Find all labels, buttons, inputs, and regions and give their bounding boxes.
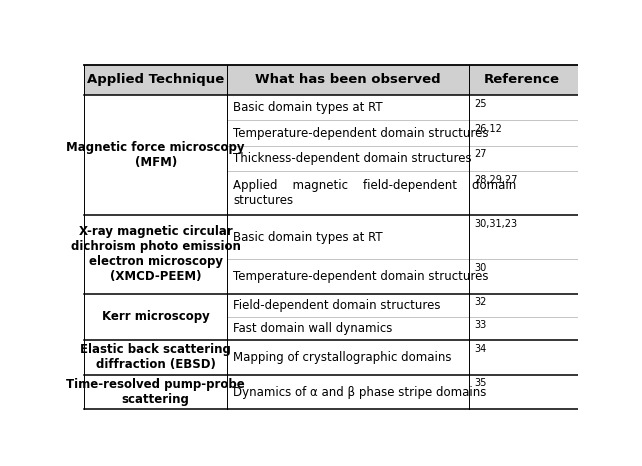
Text: 25: 25	[474, 98, 487, 109]
Text: Basic domain types at RT: Basic domain types at RT	[234, 231, 383, 244]
Text: 34: 34	[474, 343, 487, 354]
Text: Reference: Reference	[483, 74, 560, 86]
Text: Applied Technique: Applied Technique	[87, 74, 224, 86]
Text: Applied    magnetic    field-dependent    domain
structures: Applied magnetic field-dependent domain …	[234, 179, 517, 207]
Text: 32: 32	[474, 297, 487, 308]
Text: 30,31,23: 30,31,23	[474, 219, 517, 229]
Bar	[84, 340, 578, 375]
Text: Temperature-dependent domain structures: Temperature-dependent domain structures	[234, 127, 489, 140]
Text: 33: 33	[474, 321, 487, 330]
Text: 30: 30	[474, 263, 487, 273]
Bar	[84, 375, 578, 409]
Bar	[84, 65, 578, 95]
Bar	[84, 294, 578, 340]
Text: X-ray magnetic circular
dichroism photo emission
electron microscopy
(XMCD-PEEM): X-ray magnetic circular dichroism photo …	[71, 226, 241, 283]
Text: Mapping of crystallographic domains: Mapping of crystallographic domains	[234, 351, 452, 364]
Text: 35: 35	[474, 378, 487, 388]
Text: Temperature-dependent domain structures: Temperature-dependent domain structures	[234, 270, 489, 283]
Text: 27: 27	[474, 150, 487, 159]
Text: Field-dependent domain structures: Field-dependent domain structures	[234, 299, 441, 312]
Text: Elastic back scattering
diffraction (EBSD): Elastic back scattering diffraction (EBS…	[80, 343, 231, 371]
Text: What has been observed: What has been observed	[256, 74, 441, 86]
Text: Thickness-dependent domain structures: Thickness-dependent domain structures	[234, 152, 472, 165]
Text: Dynamics of α and β phase stripe domains: Dynamics of α and β phase stripe domains	[234, 385, 487, 398]
Text: 28,29,27: 28,29,27	[474, 175, 518, 185]
Text: Fast domain wall dynamics: Fast domain wall dynamics	[234, 322, 393, 335]
Text: Kerr microscopy: Kerr microscopy	[101, 310, 209, 323]
Text: Basic domain types at RT: Basic domain types at RT	[234, 101, 383, 114]
Text: Magnetic force microscopy
(MFM): Magnetic force microscopy (MFM)	[66, 141, 245, 169]
Bar	[84, 215, 578, 294]
Text: 26,12: 26,12	[474, 124, 502, 134]
Bar	[84, 95, 578, 215]
Text: Time-resolved pump-probe
scattering: Time-resolved pump-probe scattering	[66, 378, 245, 406]
